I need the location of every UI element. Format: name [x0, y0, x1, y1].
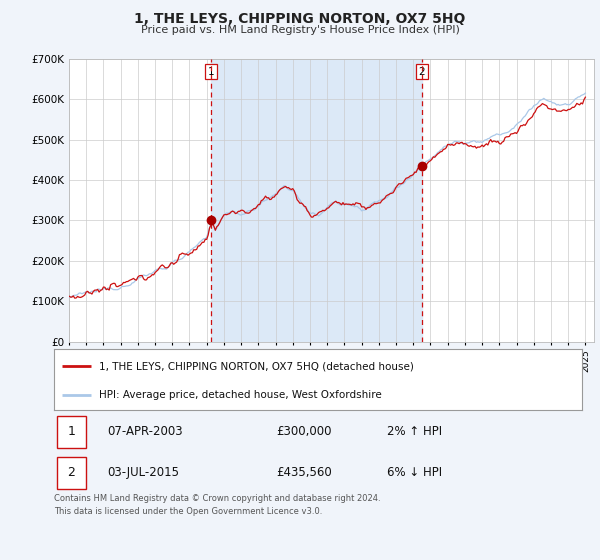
Text: 2: 2 [419, 67, 425, 77]
Text: Contains HM Land Registry data © Crown copyright and database right 2024.: Contains HM Land Registry data © Crown c… [54, 494, 380, 503]
Text: £435,560: £435,560 [276, 466, 332, 479]
Text: HPI: Average price, detached house, West Oxfordshire: HPI: Average price, detached house, West… [99, 390, 382, 400]
Text: 2: 2 [67, 466, 75, 479]
Bar [211, 59, 422, 342]
Text: 1: 1 [67, 425, 75, 438]
Text: Price paid vs. HM Land Registry's House Price Index (HPI): Price paid vs. HM Land Registry's House … [140, 25, 460, 35]
Text: £300,000: £300,000 [276, 425, 331, 438]
Text: 1: 1 [208, 67, 215, 77]
FancyBboxPatch shape [56, 456, 86, 489]
Text: 6% ↓ HPI: 6% ↓ HPI [386, 466, 442, 479]
Text: 2% ↑ HPI: 2% ↑ HPI [386, 425, 442, 438]
Text: 03-JUL-2015: 03-JUL-2015 [107, 466, 179, 479]
Text: 1, THE LEYS, CHIPPING NORTON, OX7 5HQ: 1, THE LEYS, CHIPPING NORTON, OX7 5HQ [134, 12, 466, 26]
FancyBboxPatch shape [56, 416, 86, 448]
Text: 1, THE LEYS, CHIPPING NORTON, OX7 5HQ (detached house): 1, THE LEYS, CHIPPING NORTON, OX7 5HQ (d… [99, 361, 414, 371]
Text: This data is licensed under the Open Government Licence v3.0.: This data is licensed under the Open Gov… [54, 507, 322, 516]
Text: 07-APR-2003: 07-APR-2003 [107, 425, 182, 438]
